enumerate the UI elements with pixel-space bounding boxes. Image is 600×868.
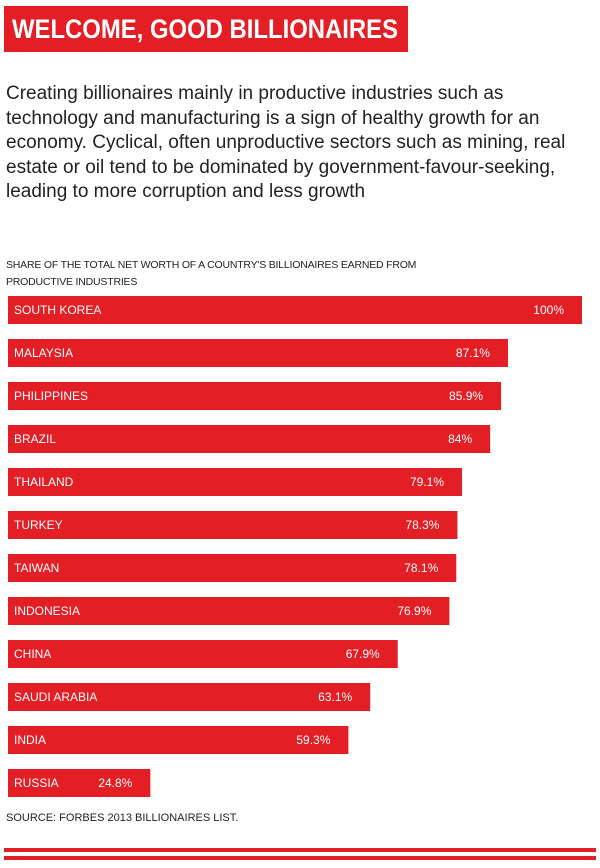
value-label: 59.3% (296, 733, 330, 747)
value-label: 78.3% (405, 518, 439, 532)
category-label: INDIA (14, 733, 46, 747)
bar (8, 425, 491, 453)
rule (4, 856, 596, 860)
value-label: 87.1% (456, 346, 490, 360)
category-label: TURKEY (14, 518, 63, 532)
subtitle: Creating billionaires mainly in producti… (6, 83, 566, 202)
value-label: 84% (448, 432, 472, 446)
title-box (4, 6, 408, 52)
value-label: 85.9% (449, 389, 483, 403)
value-label: 100% (533, 303, 564, 317)
category-label: TAIWAN (14, 561, 59, 575)
value-label: 67.9% (346, 647, 380, 661)
axis-label: SHARE OF THE TOTAL NET WORTH OF A COUNTR… (6, 259, 417, 288)
bar (8, 640, 398, 668)
bar (8, 769, 151, 797)
value-label: 63.1% (318, 690, 352, 704)
bar (8, 597, 450, 625)
category-label: BRAZIL (14, 432, 56, 446)
value-label: 79.1% (410, 475, 444, 489)
value-label: 78.1% (404, 561, 438, 575)
bar (8, 296, 582, 324)
category-label: CHINA (14, 647, 51, 661)
value-label: 24.8% (98, 776, 132, 790)
chart-title: WELCOME, GOOD BILLIONAIRES (12, 14, 398, 44)
source: SOURCE: FORBES 2013 BILLIONAIRES LIST. (6, 812, 238, 824)
bar (8, 511, 458, 539)
category-label: MALAYSIA (14, 346, 73, 360)
bar (8, 339, 508, 367)
category-label: THAILAND (14, 475, 74, 489)
bar (8, 382, 502, 410)
bar (8, 726, 349, 754)
category-label: INDONESIA (14, 604, 80, 618)
category-label: SOUTH KOREA (14, 303, 101, 317)
category-label: PHILIPPINES (14, 389, 88, 403)
bar (8, 683, 371, 711)
bar (8, 554, 457, 582)
bar (8, 468, 463, 496)
rule (4, 848, 596, 852)
value-label: 76.9% (397, 604, 431, 618)
category-label: SAUDI ARABIA (14, 690, 97, 704)
category-label: RUSSIA (14, 776, 59, 790)
